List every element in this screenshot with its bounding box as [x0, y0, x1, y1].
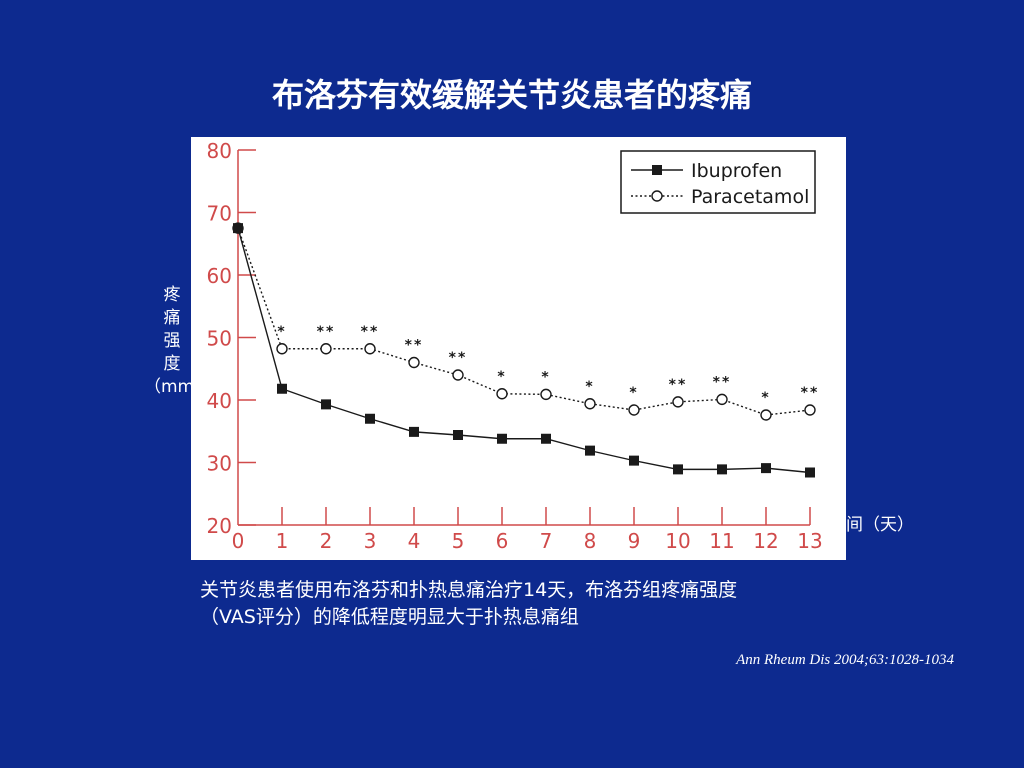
paracetamol-point: [408, 356, 420, 369]
paracetamol-point: [276, 343, 288, 355]
significance-marker: **: [449, 350, 468, 366]
legend-ibuprofen-label: Ibuprofen: [691, 160, 782, 182]
significance-marker: **: [669, 377, 688, 393]
ibuprofen-point: [805, 467, 815, 478]
paracetamol-point: [540, 388, 552, 401]
citation: Ann Rheum Dis 2004;63:1028-1034: [736, 652, 954, 668]
paracetamol-point: [584, 398, 596, 410]
ibuprofen-point: [365, 413, 375, 424]
significance-marker: **: [801, 385, 820, 401]
y-tick-label: 20: [207, 514, 232, 538]
significance-marker: **: [361, 324, 380, 340]
significance-marker: *: [277, 324, 286, 340]
y-tick-label: 30: [207, 452, 232, 476]
significance-marker: *: [541, 369, 550, 385]
ibuprofen-point: [629, 455, 639, 466]
x-tick-label: 4: [408, 529, 421, 553]
caption-line-1: 关节炎患者使用布洛芬和扑热息痛治疗14天，布洛芬组疼痛强度: [200, 579, 738, 601]
ibuprofen-point: [761, 463, 771, 474]
significance-marker: *: [585, 379, 594, 395]
legend-paracetamol-marker: [651, 190, 663, 202]
paracetamol-point: [452, 369, 464, 381]
paracetamol-point: [672, 396, 684, 408]
x-tick-label: 1: [276, 529, 289, 553]
ibuprofen-point: [277, 383, 287, 394]
x-tick-label: 2: [320, 529, 333, 553]
legend-ibuprofen-marker: [652, 165, 662, 175]
x-tick-label: 8: [584, 529, 597, 553]
significance-marker: *: [497, 369, 506, 385]
significance-marker: **: [317, 324, 336, 340]
ibuprofen-point: [717, 464, 727, 475]
x-axis-label: 间（天）: [846, 515, 914, 535]
y-axis-label-char: 疼: [163, 285, 181, 305]
caption: 关节炎患者使用布洛芬和扑热息痛治疗14天，布洛芬组疼痛强度 （VAS评分）的降低…: [200, 577, 960, 631]
ibuprofen-point: [453, 430, 463, 440]
y-axis-label-char: 度: [163, 354, 181, 374]
x-tick-label: 10: [665, 529, 690, 553]
x-tick-label: 5: [452, 529, 465, 553]
ibuprofen-point: [673, 464, 683, 475]
y-tick-label: 40: [207, 389, 232, 413]
y-tick-label: 80: [207, 139, 232, 163]
ibuprofen-point: [321, 399, 331, 410]
x-tick-label: 11: [709, 529, 734, 553]
chart-panel: 20 30 40 50 60 70 80 0 1 2 3 4 5 6 7 8 9 10 11 12 13 * ** ** ** *…: [191, 137, 846, 560]
y-axis-label-char: 强: [163, 331, 181, 351]
paracetamol-point: [496, 388, 508, 400]
y-axis-label-char: 痛: [163, 308, 181, 328]
significance-marker: *: [761, 390, 770, 406]
paracetamol-point: [628, 404, 640, 416]
paracetamol-point: [716, 393, 728, 406]
caption-line-2: （VAS评分）的降低程度明显大于扑热息痛组: [200, 606, 579, 628]
slide-title: 布洛芬有效缓解关节炎患者的疼痛: [271, 76, 752, 114]
ibuprofen-point: [497, 433, 507, 444]
y-tick-label: 70: [207, 202, 232, 226]
significance-marker: *: [629, 385, 638, 401]
ibuprofen-line: [237, 227, 811, 474]
significance-marker: **: [713, 374, 732, 390]
y-axis-label: 疼 痛 强 度 （mm）: [144, 284, 211, 399]
x-tick-label: 12: [753, 529, 778, 553]
x-tick-label: 7: [540, 529, 553, 553]
ibuprofen-point: [409, 426, 419, 437]
x-tick-label: 13: [797, 529, 822, 553]
legend-box: [620, 150, 816, 214]
paracetamol-line: [237, 227, 811, 416]
x-tick-label: 0: [232, 529, 245, 553]
paracetamol-point: [364, 343, 376, 355]
y-tick-label: 60: [207, 264, 232, 288]
paracetamol-point: [320, 343, 332, 355]
legend-paracetamol-label: Paracetamol: [691, 186, 809, 208]
x-tick-label: 9: [628, 529, 641, 553]
ibuprofen-point: [585, 445, 595, 456]
paracetamol-point: [804, 404, 816, 416]
paracetamol-point: [760, 409, 772, 421]
x-tick-label: 6: [496, 529, 509, 553]
x-tick-label: 3: [364, 529, 377, 553]
ibuprofen-point: [233, 223, 243, 234]
ibuprofen-point: [541, 433, 551, 444]
significance-marker: **: [405, 338, 424, 354]
y-tick-label: 50: [207, 327, 232, 351]
